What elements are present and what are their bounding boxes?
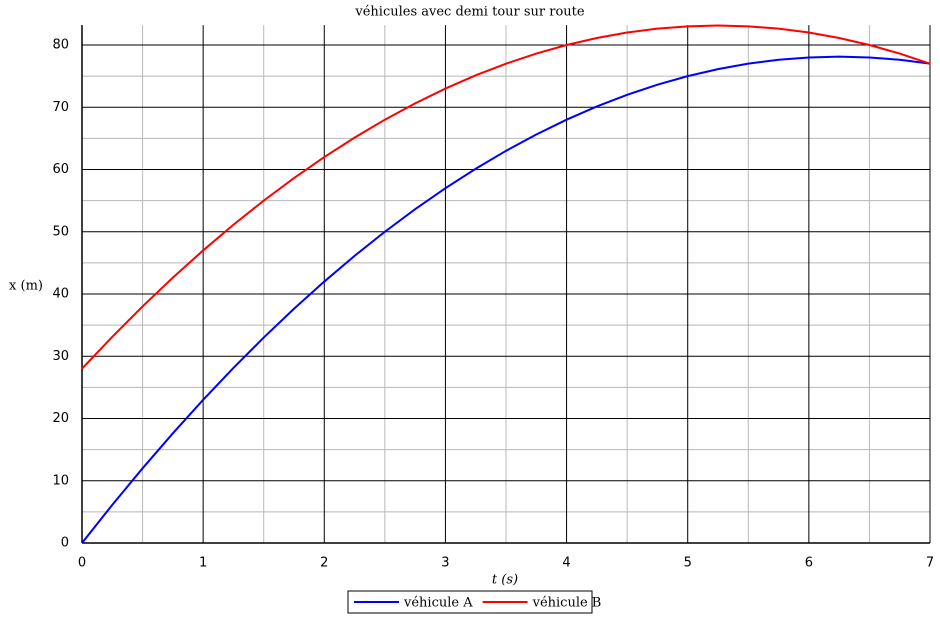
x-tick-label: 5	[684, 556, 692, 571]
y-tick-label: 60	[52, 162, 69, 177]
x-tick-label: 6	[805, 556, 813, 571]
y-tick-label: 10	[52, 473, 69, 488]
legend: véhicule A véhicule B	[347, 590, 602, 614]
legend-box	[347, 590, 593, 614]
x-tick-label: 7	[926, 556, 934, 571]
x-tick-label: 3	[441, 556, 449, 571]
legend-label: véhicule B	[532, 596, 602, 611]
y-tick-label: 20	[52, 411, 69, 426]
series-line	[81, 24, 931, 370]
y-tick-label: 70	[52, 100, 69, 115]
y-tick-label: 40	[52, 287, 69, 302]
y-tick-label: 50	[52, 224, 69, 239]
chart-title: véhicules avec demi tour sur route	[354, 5, 585, 20]
legend-label: véhicule A	[403, 596, 473, 611]
x-tick-label: 2	[320, 556, 328, 571]
x-axis-label: t (s)	[492, 573, 518, 588]
y-tick-label: 80	[52, 38, 69, 53]
y-tick-label: 0	[61, 536, 69, 551]
x-tick-label: 4	[562, 556, 570, 571]
x-tick-label: 1	[199, 556, 207, 571]
x-tick-label: 0	[78, 556, 86, 571]
plot-lines	[81, 24, 931, 544]
y-axis-label: x (m)	[9, 279, 43, 294]
series-line	[81, 55, 931, 544]
y-tick-label: 30	[52, 349, 69, 364]
